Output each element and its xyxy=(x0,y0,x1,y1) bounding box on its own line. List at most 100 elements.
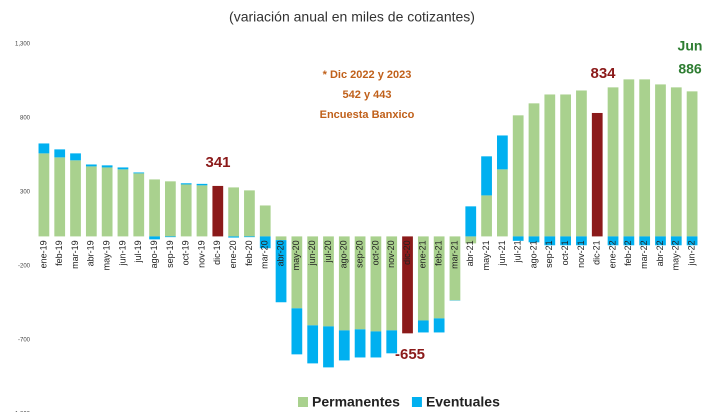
bar-segment xyxy=(670,236,682,246)
legend-swatch xyxy=(411,397,422,407)
bar-segment xyxy=(512,115,524,237)
annotation: -655 xyxy=(395,346,425,363)
y-tick-label: -200 xyxy=(18,264,31,270)
bar-segment xyxy=(117,169,129,237)
y-tick-label: 300 xyxy=(20,190,31,196)
bar-segment xyxy=(244,236,255,238)
bar-segment xyxy=(386,236,398,331)
y-tick-label: 800 xyxy=(20,116,31,122)
bar-segment xyxy=(259,205,271,237)
x-tick-label: feb-21 xyxy=(434,240,444,266)
x-tick-label: jun-22 xyxy=(686,240,696,266)
bar-segment xyxy=(85,164,97,167)
annotation: Jun xyxy=(678,38,703,54)
x-tick-label: mar-19 xyxy=(70,240,80,269)
annotation: 834 xyxy=(590,65,616,82)
x-tick-label: mar-20 xyxy=(260,240,270,269)
bar-segment xyxy=(196,185,208,237)
bar-segment xyxy=(686,91,698,237)
bar-segment xyxy=(275,240,287,303)
x-tick-label: feb-20 xyxy=(244,240,254,266)
annotation: 542 y 443 xyxy=(343,89,392,101)
x-tick-label: feb-19 xyxy=(54,240,64,266)
annotation: Encuesta Banxico xyxy=(320,109,415,121)
bar-segment xyxy=(149,236,160,240)
bar-segment xyxy=(686,236,698,246)
bar-segment xyxy=(497,169,508,237)
x-tick-label: abr-22 xyxy=(655,240,665,266)
bar-segment xyxy=(655,236,666,246)
bar-segment xyxy=(165,181,176,237)
bar-segment xyxy=(307,325,319,364)
x-tick-label: jul-19 xyxy=(133,240,143,263)
bar-segment xyxy=(465,206,477,237)
bar-segment xyxy=(576,236,587,246)
bar-segment xyxy=(512,236,524,241)
x-tick-label: sep-20 xyxy=(354,240,364,268)
bar-segment xyxy=(433,318,445,333)
bar-segment xyxy=(244,190,255,237)
x-tick-label: oct-20 xyxy=(370,240,380,265)
chart-title: (variación anual en miles de cotizantes) xyxy=(229,9,475,25)
y-tick-label: -700 xyxy=(18,338,31,344)
x-tick-label: nov-20 xyxy=(386,240,396,268)
x-tick-label: feb-22 xyxy=(623,240,633,266)
bar-segment xyxy=(354,329,366,358)
bar-segment xyxy=(623,79,635,237)
x-tick-label: sep-21 xyxy=(544,240,554,268)
x-tick-label: oct-21 xyxy=(560,240,570,265)
bar-segment xyxy=(417,236,429,321)
bar-segment xyxy=(323,326,334,368)
bar-segment xyxy=(623,236,635,246)
x-tick-label: jun-21 xyxy=(497,240,507,266)
annotation: * Dic 2022 y 2023 xyxy=(323,69,412,81)
bar-segment xyxy=(370,331,382,358)
x-tick-label: ago-20 xyxy=(339,240,349,268)
x-tick-label: nov-21 xyxy=(576,240,586,268)
bar-segment xyxy=(133,173,145,237)
x-tick-label: may-19 xyxy=(102,240,112,270)
bar-segment xyxy=(101,165,113,168)
bar-segment xyxy=(323,236,334,327)
bar-segment xyxy=(101,167,113,237)
x-tick-label: jun-19 xyxy=(117,240,127,266)
bar-segment xyxy=(259,236,271,249)
bar-segment xyxy=(370,236,382,332)
bar-segment xyxy=(497,135,508,170)
bar-segment xyxy=(291,308,303,355)
bar-segment xyxy=(38,143,50,154)
bar-segment xyxy=(180,183,192,185)
x-tick-label: may-20 xyxy=(291,240,301,270)
bar-segment xyxy=(180,184,192,237)
x-tick-label: mar-22 xyxy=(639,240,649,269)
annotation: 341 xyxy=(205,154,230,171)
bar-segment xyxy=(417,320,429,333)
x-tick-label: oct-19 xyxy=(181,240,191,265)
bar-segment xyxy=(560,94,571,237)
bar-segment xyxy=(544,236,556,246)
bar-segment xyxy=(338,236,350,331)
bar-segment xyxy=(576,90,587,237)
bar-segment xyxy=(275,236,287,241)
bar-segment xyxy=(607,87,619,237)
bar-segment xyxy=(655,84,666,237)
x-tick-label: dic-21 xyxy=(592,240,602,265)
bar-segment xyxy=(38,153,50,237)
x-tick-label: may-21 xyxy=(481,240,491,270)
bar-segment xyxy=(481,195,492,237)
bar-segment xyxy=(465,236,477,244)
bar-segment xyxy=(528,236,540,243)
bar-segment xyxy=(54,149,66,158)
x-tick-label: abr-21 xyxy=(465,240,475,266)
x-tick-label: mar-21 xyxy=(449,240,459,269)
x-tick-label: dic-19 xyxy=(212,240,222,265)
bar-segment xyxy=(607,236,619,246)
annotation: 886 xyxy=(678,61,702,77)
bar-segment xyxy=(291,236,303,309)
bar-segment xyxy=(196,183,208,186)
x-tick-label: ene-20 xyxy=(228,240,238,268)
x-tick-label: jul-21 xyxy=(513,240,523,263)
x-tick-label: ene-22 xyxy=(607,240,617,268)
bar-segment xyxy=(402,236,413,334)
